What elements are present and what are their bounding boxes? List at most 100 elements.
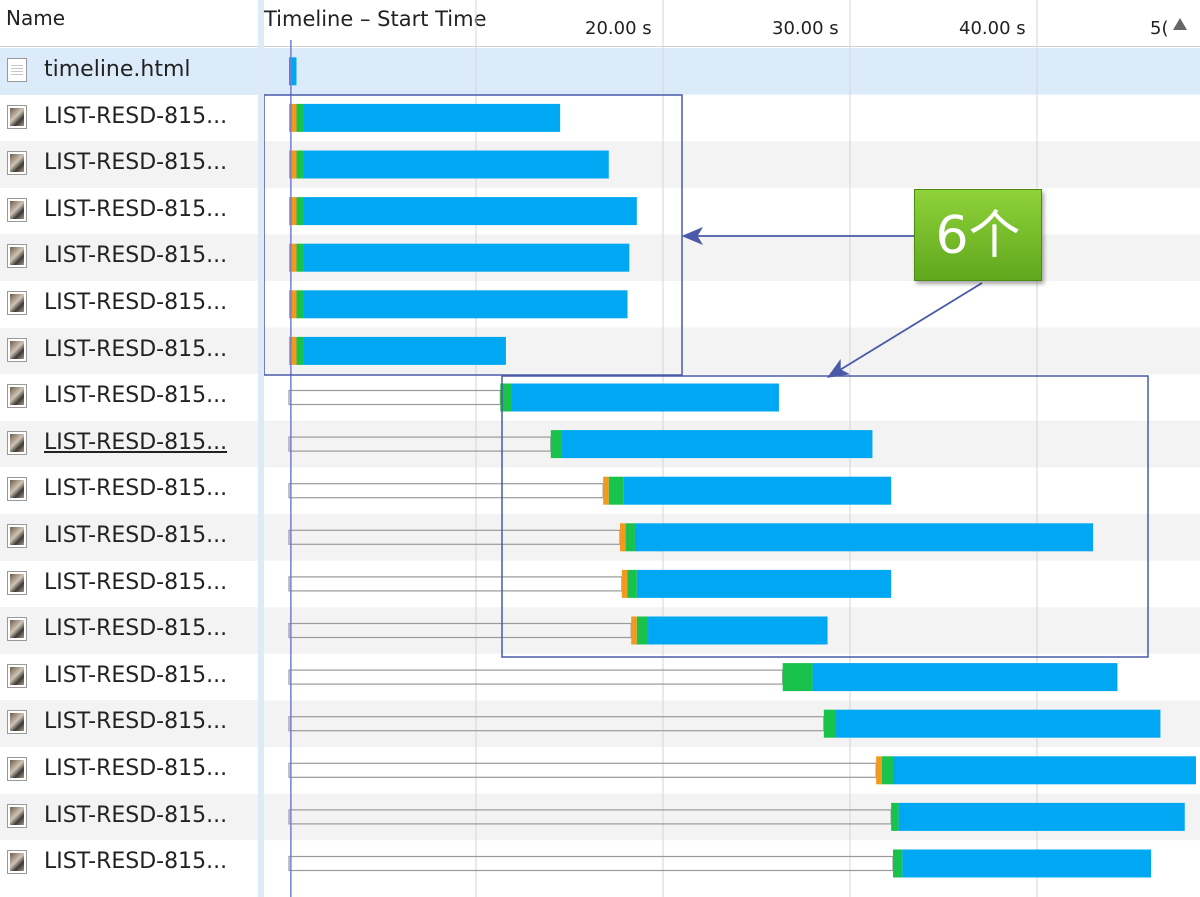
image-thumbnail-icon: [7, 104, 27, 129]
timeline-column: Timeline – Start Time 20.00 s 30.00 s 40…: [258, 0, 1200, 897]
image-thumbnail-icon: [7, 384, 27, 409]
request-name[interactable]: LIST-RESD-815...: [44, 196, 228, 222]
receiving-segment: [648, 616, 828, 645]
request-row[interactable]: LIST-RESD-815...: [0, 700, 258, 747]
name-header-label: Name: [6, 6, 66, 30]
request-row[interactable]: LIST-RESD-815...: [0, 420, 258, 468]
waiting-segment: [636, 616, 649, 645]
blocking-segment: [619, 523, 626, 552]
waiting-segment: [627, 569, 637, 598]
waiting-segment: [891, 802, 899, 831]
waterfall-chart: [264, 0, 1200, 897]
image-thumbnail-icon: [7, 151, 27, 176]
request-row[interactable]: LIST-RESD-815...: [0, 561, 258, 608]
receiving-segment: [623, 476, 892, 505]
image-thumbnail-icon: [7, 803, 27, 828]
request-row[interactable]: LIST-RESD-815...: [0, 95, 258, 142]
request-row[interactable]: LIST-RESD-815...: [0, 281, 258, 328]
stalled-bar: [288, 576, 623, 592]
blocking-segment: [289, 103, 297, 132]
request-list: timeline.html LIST-RESD-815... LIST-RESD-8…: [0, 48, 258, 887]
request-row[interactable]: LIST-RESD-815...: [0, 793, 258, 841]
receiving-segment: [562, 430, 873, 459]
image-thumbnail-icon: [7, 710, 27, 735]
request-name[interactable]: LIST-RESD-815...: [44, 662, 228, 688]
request-row[interactable]: LIST-RESD-815...: [0, 141, 258, 188]
request-row[interactable]: LIST-RESD-815...: [0, 327, 258, 375]
waiting-segment: [296, 150, 304, 179]
stalled-bar: [288, 762, 877, 778]
request-row[interactable]: LIST-RESD-815...: [0, 188, 258, 235]
request-name[interactable]: LIST-RESD-815...: [44, 476, 228, 502]
request-row[interactable]: LIST-RESD-815...: [0, 747, 258, 794]
request-name[interactable]: LIST-RESD-815...: [44, 336, 228, 362]
stalled-bar: [288, 483, 604, 499]
sort-ascending-icon[interactable]: [1173, 18, 1187, 30]
waiting-segment: [782, 663, 813, 692]
image-thumbnail-icon: [7, 850, 27, 875]
receiving-segment: [303, 103, 561, 132]
image-thumbnail-icon: [7, 617, 27, 642]
request-name[interactable]: LIST-RESD-815...: [44, 289, 228, 315]
waiting-segment: [625, 523, 635, 552]
waiting-segment: [823, 709, 836, 738]
timeline-header[interactable]: Timeline – Start Time 20.00 s 30.00 s 40…: [264, 0, 1200, 47]
annotation-box-group-2: [501, 375, 1149, 658]
tick-label: 5(: [1150, 18, 1169, 39]
request-row[interactable]: LIST-RESD-815...: [0, 374, 258, 421]
blocking-segment: [289, 150, 297, 179]
waiting-segment: [608, 476, 624, 505]
image-thumbnail-icon: [7, 663, 27, 688]
request-name[interactable]: LIST-RESD-815...: [44, 383, 228, 409]
name-column-header[interactable]: Name: [0, 0, 258, 47]
blocking-segment: [289, 243, 297, 272]
waiting-segment: [296, 243, 304, 272]
image-thumbnail-icon: [7, 570, 27, 595]
annotation-callout: 6个: [914, 189, 1042, 281]
request-name[interactable]: timeline.html: [44, 57, 191, 82]
waiting-segment: [550, 430, 563, 459]
blocking-segment: [631, 616, 637, 645]
request-name[interactable]: LIST-RESD-815...: [44, 849, 228, 875]
request-row[interactable]: timeline.html: [0, 48, 258, 95]
blocking-segment: [289, 290, 297, 319]
receiving-segment: [898, 802, 1185, 831]
image-thumbnail-icon: [7, 477, 27, 502]
request-name[interactable]: LIST-RESD-815...: [44, 802, 228, 828]
request-name[interactable]: LIST-RESD-815...: [44, 569, 228, 595]
request-name[interactable]: LIST-RESD-815...: [44, 709, 228, 735]
waiting-segment: [881, 756, 894, 785]
stalled-bar: [288, 669, 784, 685]
receiving-segment: [634, 523, 1094, 552]
request-row[interactable]: LIST-RESD-815...: [0, 607, 258, 654]
receiving-segment: [303, 150, 609, 179]
request-row[interactable]: LIST-RESD-815...: [0, 840, 258, 887]
image-thumbnail-icon: [7, 523, 27, 548]
receiving-segment: [303, 197, 637, 226]
tick-label: 40.00 s: [959, 18, 1026, 39]
request-name[interactable]: LIST-RESD-815...: [44, 243, 228, 269]
receiving-segment: [636, 569, 892, 598]
blocking-segment: [876, 756, 882, 785]
request-name[interactable]: LIST-RESD-815...: [44, 103, 228, 129]
image-thumbnail-icon: [7, 290, 27, 315]
name-column: Name timeline.html LIST-RESD-815... LIST-R…: [0, 0, 258, 897]
image-thumbnail-icon: [7, 430, 27, 455]
request-row[interactable]: LIST-RESD-815...: [0, 234, 258, 281]
receiving-segment: [511, 383, 779, 412]
receiving-segment: [303, 336, 506, 365]
blocking-segment: [621, 569, 628, 598]
receiving-segment: [303, 290, 628, 319]
receiving-segment: [303, 243, 630, 272]
request-name[interactable]: LIST-RESD-815...: [44, 616, 228, 642]
request-row[interactable]: LIST-RESD-815...: [0, 654, 258, 701]
timeline-header-label: Timeline – Start Time: [264, 7, 487, 31]
request-row[interactable]: LIST-RESD-815...: [0, 513, 258, 561]
request-name[interactable]: LIST-RESD-815...: [44, 429, 228, 455]
blocking-segment: [289, 197, 297, 226]
waiting-segment: [296, 290, 304, 319]
request-name[interactable]: LIST-RESD-815...: [44, 755, 228, 781]
request-name[interactable]: LIST-RESD-815...: [44, 522, 228, 548]
request-row[interactable]: LIST-RESD-815...: [0, 467, 258, 514]
request-name[interactable]: LIST-RESD-815...: [44, 150, 228, 176]
